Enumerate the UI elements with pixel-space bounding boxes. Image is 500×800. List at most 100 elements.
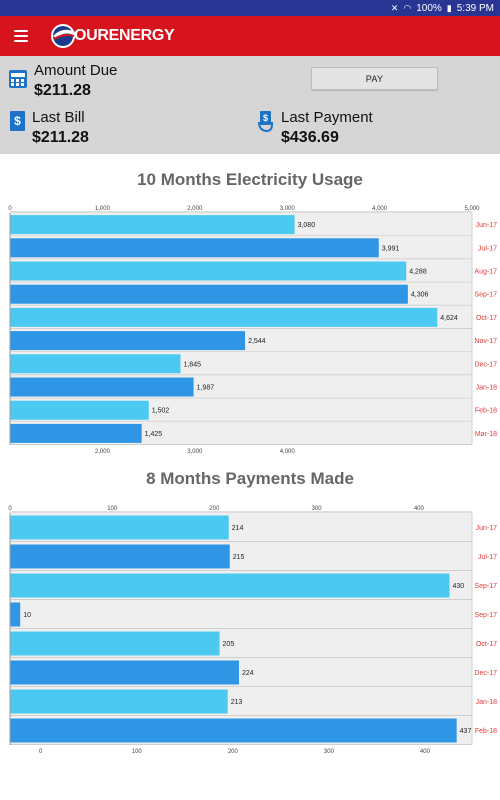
last-bill: Last Bill $211.28 <box>32 109 89 147</box>
month-label: Dec-17 <box>474 670 497 677</box>
status-bar: ✕ ◠ 100% ▮ 5:39 PM <box>0 0 500 16</box>
bottom-tick-label: 300 <box>324 749 335 754</box>
payment-hand-icon: $ <box>258 111 273 132</box>
month-label: Jan-18 <box>476 385 498 392</box>
last-payment-value: $436.69 <box>281 129 339 146</box>
bar-value-label: 205 <box>223 641 235 648</box>
bar[interactable] <box>10 689 228 714</box>
bar-value-label: 1,425 <box>145 431 163 438</box>
bottom-tick-label: 400 <box>420 749 431 754</box>
last-bill-label: Last Bill <box>32 109 85 126</box>
bottom-tick-label: 2,000 <box>95 449 111 455</box>
bar[interactable] <box>10 238 379 258</box>
top-tick-label: 300 <box>312 506 323 512</box>
last-bill-value: $211.28 <box>32 129 89 146</box>
bar-value-label: 1,845 <box>183 361 201 368</box>
bar-value-label: 215 <box>233 554 245 561</box>
top-tick-label: 0 <box>8 506 12 512</box>
bar[interactable] <box>10 631 220 656</box>
amount-due-label: Amount Due <box>34 62 118 79</box>
bar-value-label: 2,544 <box>248 338 266 345</box>
battery-icon: ▮ <box>446 2 452 13</box>
logo-suffix: ENERGY <box>108 27 175 44</box>
menu-icon[interactable] <box>14 28 28 44</box>
month-label: Feb-18 <box>475 728 497 735</box>
bar[interactable] <box>10 215 295 235</box>
usage-chart: 0 1,000 2,000 3,000 4,000 5,000 3,080 Jun-17 3,9… <box>8 206 498 455</box>
amount-due: Amount Due $211.28 <box>34 62 117 100</box>
bar-value-label: 4,288 <box>409 269 427 276</box>
top-tick-label: 400 <box>414 506 425 512</box>
bar-value-label: 4,624 <box>440 315 458 322</box>
mute-icon: ✕ <box>390 2 399 13</box>
bottom-tick-label: 4,000 <box>280 449 296 455</box>
month-label: Feb-18 <box>475 408 497 415</box>
bar-value-label: 224 <box>242 670 254 677</box>
top-tick-label: 4,000 <box>372 206 388 212</box>
top-tick-label: 100 <box>107 506 118 512</box>
month-label: Sep-17 <box>474 583 497 590</box>
last-payment-label: Last Payment <box>281 109 373 126</box>
row-background <box>10 600 472 628</box>
bar[interactable] <box>10 423 142 443</box>
bar[interactable] <box>10 354 181 374</box>
month-label: Jun-17 <box>476 222 498 229</box>
svg-text:$: $ <box>14 114 21 128</box>
bar-value-label: 10 <box>23 612 31 619</box>
top-tick-label: 200 <box>209 506 220 512</box>
month-label: Sep-17 <box>474 292 497 299</box>
bar-value-label: 213 <box>231 699 243 706</box>
bar[interactable] <box>10 718 457 743</box>
month-label: Sep-17 <box>474 612 497 619</box>
bar-value-label: 3,991 <box>382 245 400 252</box>
top-tick-label: 0 <box>8 206 12 212</box>
logo-swoosh-icon <box>51 24 75 48</box>
bar[interactable] <box>10 515 229 540</box>
clock: 5:39 PM <box>456 2 494 14</box>
bottom-tick-label: 0 <box>39 749 43 754</box>
app-bar: OURENERGY <box>0 16 500 56</box>
pay-button[interactable]: PAY <box>311 67 438 90</box>
bar[interactable] <box>10 331 246 351</box>
bar-value-label: 430 <box>453 583 465 590</box>
month-label: Aug-17 <box>474 269 497 276</box>
usage-chart-title: 10 Months Electricity Usage <box>137 170 363 189</box>
app-logo: OURENERGY <box>48 20 175 52</box>
bar[interactable] <box>10 377 194 397</box>
bar-value-label: 1,987 <box>197 385 215 392</box>
bottom-tick-label: 200 <box>228 749 239 754</box>
bar[interactable] <box>10 602 21 627</box>
account-summary: Amount Due $211.28 PAY $ Last Bill $211.… <box>0 56 500 154</box>
bar-value-label: 3,080 <box>298 222 316 229</box>
bar[interactable] <box>10 573 450 598</box>
month-label: Nov-17 <box>474 338 497 345</box>
month-label: Oct-17 <box>476 641 497 648</box>
bottom-tick-label: 3,000 <box>187 449 203 455</box>
amount-due-icon <box>9 70 27 88</box>
bottom-tick-label: 100 <box>132 749 143 754</box>
last-payment: Last Payment $436.69 <box>281 109 373 147</box>
month-label: Jun-17 <box>476 525 498 532</box>
amount-due-value: $211.28 <box>34 82 91 99</box>
month-label: Mar-18 <box>475 431 497 438</box>
bar[interactable] <box>10 307 438 327</box>
svg-text:$: $ <box>263 113 268 123</box>
month-label: Dec-17 <box>474 361 497 368</box>
bar-value-label: 214 <box>232 525 244 532</box>
wifi-icon: ◠ <box>403 2 412 13</box>
battery-percent: 100% <box>416 2 442 14</box>
top-tick-label: 1,000 <box>95 206 111 212</box>
bar[interactable] <box>10 400 149 420</box>
bar-value-label: 437 <box>460 728 472 735</box>
bar[interactable] <box>10 284 408 304</box>
month-label: Jul-17 <box>478 245 497 252</box>
bar-value-label: 1,502 <box>152 408 170 415</box>
top-tick-label: 3,000 <box>280 206 296 212</box>
bar[interactable] <box>10 660 239 685</box>
month-label: Oct-17 <box>476 315 497 322</box>
bar[interactable] <box>10 544 230 569</box>
month-label: Jul-17 <box>478 554 497 561</box>
bill-icon: $ <box>10 111 25 131</box>
top-tick-label: 5,000 <box>464 206 480 212</box>
bar[interactable] <box>10 261 407 281</box>
